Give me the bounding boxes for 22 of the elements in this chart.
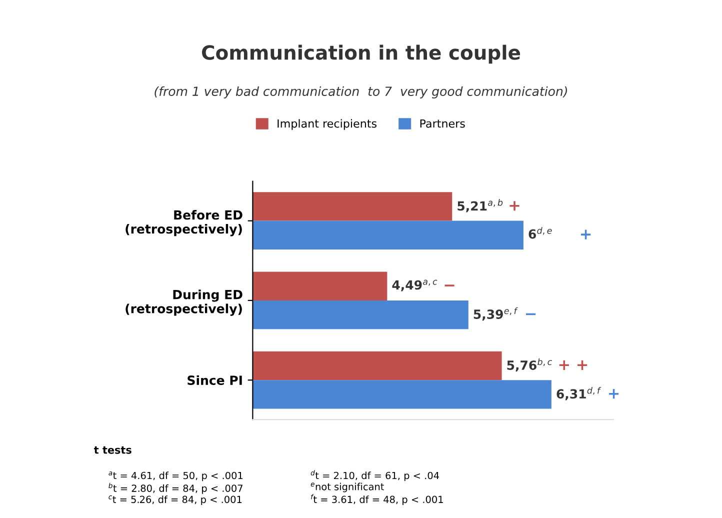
annotation: + — [581, 230, 591, 240]
annotation: − — [526, 313, 536, 316]
text: t tests — [94, 446, 132, 454]
y-tick-label: Before ED (retrospectively) — [126, 210, 242, 236]
data-label: 6,31$^{d,f}$ — [556, 387, 602, 400]
annotation: + — [609, 389, 619, 399]
data-label: 6$^{d,e}$ — [528, 227, 552, 239]
data-label: 5,21$^{a,b}$ — [458, 199, 503, 212]
data-label: 5,39$^{e,f}$ — [474, 307, 518, 321]
data-label: 4,49$^{a,c}$ — [392, 280, 438, 292]
annotation: + — [510, 201, 520, 211]
legend-label: Implant recipients — [278, 119, 377, 130]
text: $^{a}$t = 4.61, df = 50, p < .001 $^{b}$t = 2.80, df = 84, p < .007 $^{c}$t = 5.26, df = 84, p < .001 — [108, 472, 243, 505]
data-label: 5,76$^{b,c}$ — [507, 358, 552, 372]
annotation: + + — [559, 360, 588, 370]
y-tick-label: Since PI — [188, 375, 242, 386]
text: $^{d}$t = 2.10, df = 61, p < .04 $^{e}$not significant $^{f}$t = 3.61, df = 48, p < .001 — [310, 470, 443, 505]
annotation: − — [444, 284, 454, 286]
chart-subtitle: (from 1 very bad communication to 7 very good communication) — [154, 86, 568, 98]
chart-title: Communication in the couple — [202, 44, 520, 64]
legend-label: Partners — [420, 119, 465, 128]
y-tick-label: During ED (retrospectively) — [126, 290, 242, 316]
